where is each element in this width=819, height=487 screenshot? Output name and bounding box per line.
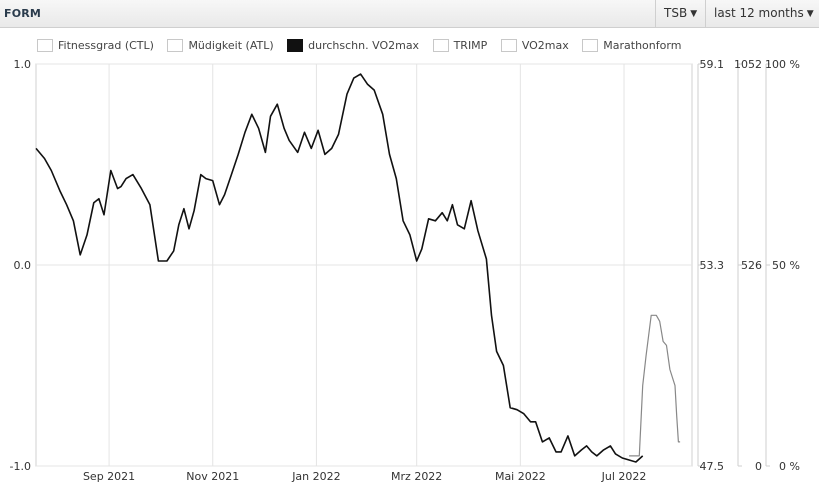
- legend-label: Marathonform: [603, 39, 682, 52]
- legend-label: durchschn. VO2max: [308, 39, 420, 52]
- legend-swatch: [167, 39, 184, 52]
- right-axis-tick-label: 1052: [734, 58, 762, 71]
- legend-item-ctl[interactable]: Fitnessgrad (CTL): [37, 38, 154, 54]
- x-tick-label: Mai 2022: [495, 470, 546, 483]
- right-axis-tick-label: 100 %: [765, 58, 800, 71]
- legend-label: TRIMP: [453, 39, 488, 52]
- right-axis-tick-label: 59.1: [700, 58, 725, 71]
- x-tick-label: Jan 2022: [291, 470, 340, 483]
- right-axis-tick-label: 53.3: [700, 259, 725, 272]
- x-tick-label: Sep 2021: [83, 470, 135, 483]
- chevron-down-icon: ▼: [806, 9, 814, 19]
- legend-item-vo2max[interactable]: VO2max: [500, 38, 569, 54]
- chart-title: FORM: [4, 7, 42, 20]
- legend-swatch: [500, 39, 517, 52]
- right-axis-tick-label: 50 %: [772, 259, 800, 272]
- legend-item-atl[interactable]: Müdigkeit (ATL): [167, 38, 274, 54]
- y-tick-label: 0.0: [14, 259, 32, 272]
- legend-label: Fitnessgrad (CTL): [58, 39, 154, 52]
- x-tick-label: Mrz 2022: [391, 470, 442, 483]
- legend-swatch: [37, 39, 53, 52]
- form-series-line: [35, 73, 644, 463]
- metric-select-button[interactable]: TSB ▼: [655, 0, 705, 28]
- metric-select-label: TSB: [664, 6, 688, 20]
- right-axis-tick-label: 47.5: [700, 460, 725, 473]
- range-select-label: last 12 months: [714, 6, 804, 20]
- legend-swatch: [287, 39, 304, 52]
- chevron-down-icon: ▼: [690, 9, 698, 19]
- range-select-button[interactable]: last 12 months ▼: [705, 0, 819, 28]
- legend-label: Müdigkeit (ATL): [188, 39, 274, 52]
- chart-header: FORM TSB ▼ last 12 months ▼: [0, 0, 819, 28]
- legend-swatch: [582, 39, 599, 52]
- x-tick-label: Nov 2021: [186, 470, 239, 483]
- right-axis-tick-label: 0: [755, 460, 762, 473]
- right-axis-tick-label: 526: [741, 259, 762, 272]
- legend-item-trimp[interactable]: TRIMP: [432, 38, 488, 54]
- vo2max-series-line: [629, 314, 681, 457]
- chart-legend: Fitnessgrad (CTL) Müdigkeit (ATL) durchs…: [37, 38, 691, 54]
- y-tick-label: 1.0: [14, 58, 32, 71]
- x-tick-label: Jul 2022: [601, 470, 647, 483]
- legend-item-avg-vo2max[interactable]: durchschn. VO2max: [287, 38, 419, 54]
- legend-label: VO2max: [521, 39, 569, 52]
- legend-item-marathonform[interactable]: Marathonform: [582, 38, 681, 54]
- y-tick-label: -1.0: [10, 460, 31, 473]
- right-axis-tick-label: 0 %: [779, 460, 800, 473]
- legend-swatch: [432, 39, 449, 52]
